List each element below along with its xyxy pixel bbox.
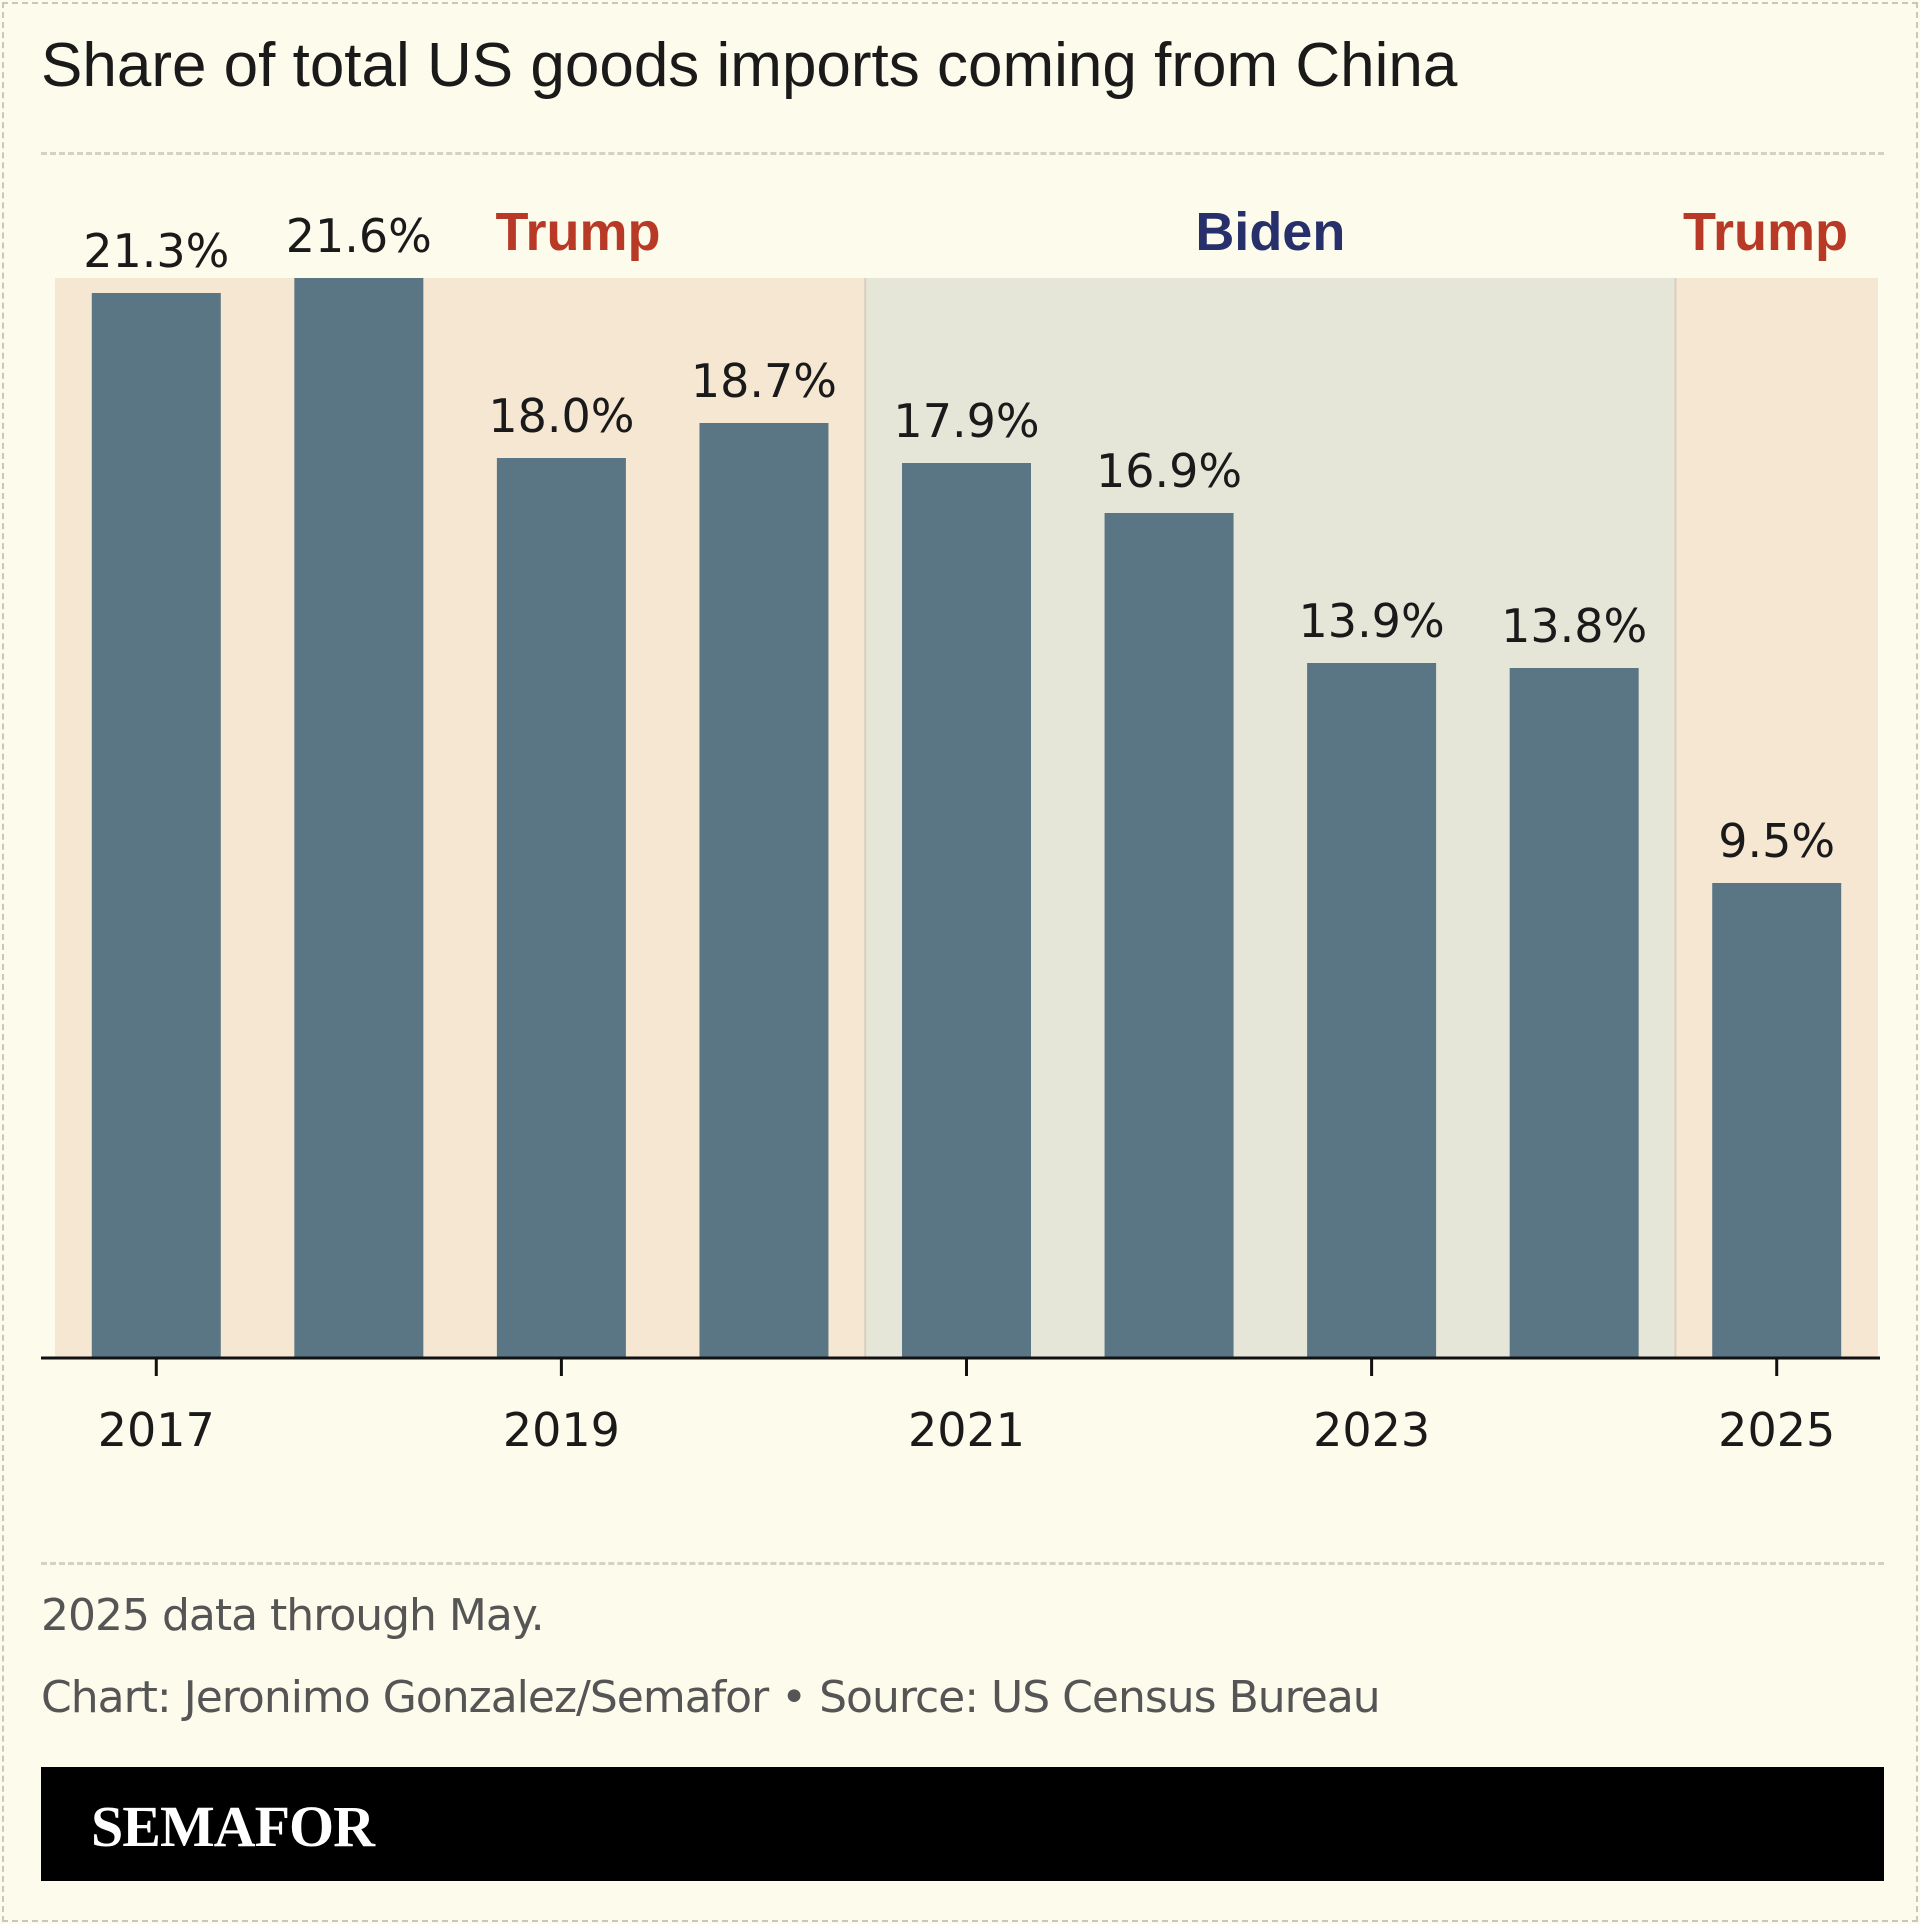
- brand-logo: SEMAFOR: [91, 1794, 375, 1859]
- value-label-2023: 13.9%: [1299, 594, 1445, 648]
- data-note: 2025 data through May.: [41, 1590, 545, 1641]
- bar-chart: 21.3% 21.6% 18.0% 18.7% 17.9% 16.9% 13.9% 13.8%…: [41, 202, 1880, 1457]
- x-tick-label-2017: 2017: [98, 1403, 215, 1457]
- period-label-biden: Biden: [1195, 202, 1345, 262]
- source-credit: Chart: Jeronimo Gonzalez/Semafor • Sourc…: [41, 1672, 1381, 1723]
- bar-2023: [1307, 663, 1437, 1358]
- bar-2022: [1104, 513, 1234, 1358]
- bar-2017: [91, 293, 221, 1358]
- value-label-2025: 9.5%: [1718, 814, 1835, 868]
- x-tick-label-2023: 2023: [1313, 1403, 1430, 1457]
- bar-2021: [902, 463, 1031, 1358]
- value-labels: 21.3% 21.6% 18.0% 18.7% 17.9% 16.9% 13.9% 13.8%…: [83, 209, 1835, 868]
- bar-2024: [1509, 668, 1639, 1358]
- bar-2020: [699, 423, 829, 1358]
- bottom-divider: [41, 1562, 1884, 1565]
- period-label-trump: Trump: [495, 202, 660, 262]
- bars: [91, 278, 1842, 1358]
- x-tick-label-2021: 2021: [908, 1403, 1025, 1457]
- value-label-2017: 21.3%: [83, 224, 229, 278]
- bar-2025: [1712, 883, 1842, 1358]
- value-label-2019: 18.0%: [488, 389, 634, 443]
- value-label-2020: 18.7%: [691, 354, 837, 408]
- value-label-2021: 17.9%: [893, 394, 1039, 448]
- value-label-2022: 16.9%: [1096, 444, 1242, 498]
- value-label-2018: 21.6%: [286, 209, 432, 263]
- x-tick-label-2019: 2019: [503, 1403, 620, 1457]
- value-label-2024: 13.8%: [1501, 599, 1647, 653]
- period-label-trump: Trump: [1683, 202, 1848, 262]
- x-axis: 2017 2019 2021 2023 2025: [41, 1356, 1880, 1457]
- top-divider: [41, 152, 1884, 155]
- period-labels: Trump Biden Trump: [495, 202, 1848, 262]
- bar-2018: [294, 278, 424, 1358]
- chart-title: Share of total US goods imports coming f…: [41, 31, 1458, 100]
- brand-bar: SEMAFOR: [41, 1767, 1884, 1881]
- x-tick-label-2025: 2025: [1718, 1403, 1835, 1457]
- bar-2019: [496, 458, 626, 1358]
